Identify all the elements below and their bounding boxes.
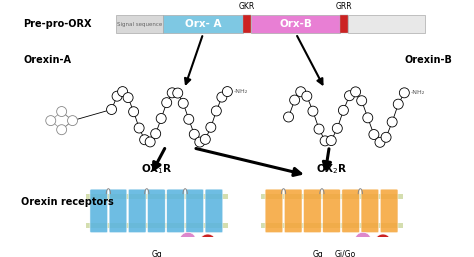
- Text: OX$_1$R: OX$_1$R: [141, 162, 173, 176]
- Circle shape: [67, 116, 78, 126]
- FancyBboxPatch shape: [323, 189, 340, 233]
- Circle shape: [308, 106, 318, 116]
- FancyBboxPatch shape: [348, 15, 425, 33]
- FancyBboxPatch shape: [147, 189, 165, 233]
- Circle shape: [123, 93, 133, 103]
- Circle shape: [118, 87, 128, 97]
- FancyBboxPatch shape: [380, 189, 398, 233]
- FancyBboxPatch shape: [342, 189, 360, 233]
- FancyBboxPatch shape: [307, 249, 330, 257]
- FancyBboxPatch shape: [86, 223, 228, 228]
- FancyBboxPatch shape: [261, 223, 403, 228]
- FancyBboxPatch shape: [90, 189, 108, 233]
- FancyBboxPatch shape: [205, 189, 223, 233]
- Circle shape: [351, 87, 361, 97]
- FancyBboxPatch shape: [186, 189, 204, 233]
- Circle shape: [400, 88, 410, 98]
- Circle shape: [145, 137, 155, 147]
- Circle shape: [326, 136, 336, 145]
- FancyBboxPatch shape: [284, 189, 302, 233]
- Circle shape: [140, 135, 150, 145]
- FancyBboxPatch shape: [243, 15, 251, 33]
- Circle shape: [296, 87, 306, 97]
- Circle shape: [167, 88, 177, 98]
- Circle shape: [206, 122, 216, 132]
- Circle shape: [381, 132, 391, 142]
- Circle shape: [178, 98, 188, 108]
- Text: OX$_2$R: OX$_2$R: [316, 162, 348, 176]
- Circle shape: [184, 114, 194, 124]
- Circle shape: [134, 123, 144, 133]
- FancyBboxPatch shape: [361, 189, 379, 233]
- Circle shape: [387, 117, 397, 127]
- Circle shape: [57, 125, 67, 135]
- FancyBboxPatch shape: [265, 189, 283, 233]
- Circle shape: [222, 87, 232, 97]
- Circle shape: [290, 95, 300, 105]
- Circle shape: [195, 137, 205, 147]
- Text: GRR: GRR: [336, 2, 353, 11]
- Text: Orexin-A: Orexin-A: [24, 55, 72, 65]
- FancyBboxPatch shape: [164, 15, 243, 33]
- Circle shape: [211, 106, 221, 116]
- Text: GKR: GKR: [239, 2, 255, 11]
- FancyBboxPatch shape: [128, 189, 146, 233]
- Circle shape: [128, 107, 138, 117]
- Text: -NH₂: -NH₂: [410, 90, 425, 95]
- Circle shape: [369, 130, 379, 140]
- FancyBboxPatch shape: [145, 249, 169, 257]
- Circle shape: [107, 105, 117, 114]
- Circle shape: [375, 234, 391, 250]
- Text: Orx- A: Orx- A: [185, 20, 221, 29]
- FancyBboxPatch shape: [116, 15, 164, 33]
- Text: Orexin receptors: Orexin receptors: [21, 197, 114, 207]
- FancyBboxPatch shape: [86, 194, 228, 199]
- Circle shape: [156, 114, 166, 123]
- Circle shape: [46, 116, 56, 126]
- Circle shape: [364, 240, 380, 256]
- Text: Signal sequence: Signal sequence: [117, 22, 162, 27]
- FancyBboxPatch shape: [331, 249, 358, 257]
- FancyBboxPatch shape: [303, 189, 321, 233]
- Text: Gq: Gq: [152, 250, 162, 257]
- Circle shape: [189, 129, 199, 139]
- Circle shape: [57, 107, 67, 116]
- Circle shape: [338, 105, 348, 115]
- Circle shape: [393, 99, 403, 109]
- Circle shape: [112, 91, 122, 101]
- Circle shape: [355, 232, 371, 249]
- Text: Gq: Gq: [313, 250, 324, 257]
- Circle shape: [314, 124, 324, 134]
- Circle shape: [151, 129, 161, 139]
- Circle shape: [283, 112, 293, 122]
- Circle shape: [332, 123, 342, 133]
- Circle shape: [363, 113, 373, 123]
- Text: Gi/Go: Gi/Go: [334, 250, 356, 257]
- Circle shape: [345, 91, 355, 101]
- Circle shape: [189, 240, 205, 256]
- Circle shape: [357, 96, 367, 106]
- Circle shape: [320, 136, 330, 146]
- FancyBboxPatch shape: [251, 15, 340, 33]
- Circle shape: [375, 137, 385, 147]
- Circle shape: [200, 234, 216, 250]
- Circle shape: [180, 232, 196, 249]
- FancyBboxPatch shape: [261, 194, 403, 199]
- Circle shape: [162, 98, 172, 108]
- Text: Orx-B: Orx-B: [279, 20, 312, 29]
- Circle shape: [302, 91, 312, 101]
- Circle shape: [201, 134, 210, 144]
- Circle shape: [173, 88, 183, 98]
- FancyBboxPatch shape: [340, 15, 348, 33]
- FancyBboxPatch shape: [167, 189, 184, 233]
- FancyBboxPatch shape: [109, 189, 127, 233]
- Text: Pre-pro-ORX: Pre-pro-ORX: [24, 19, 92, 29]
- Circle shape: [217, 92, 227, 102]
- Text: Orexin-B: Orexin-B: [405, 55, 453, 65]
- Text: -NH₂: -NH₂: [234, 89, 248, 94]
